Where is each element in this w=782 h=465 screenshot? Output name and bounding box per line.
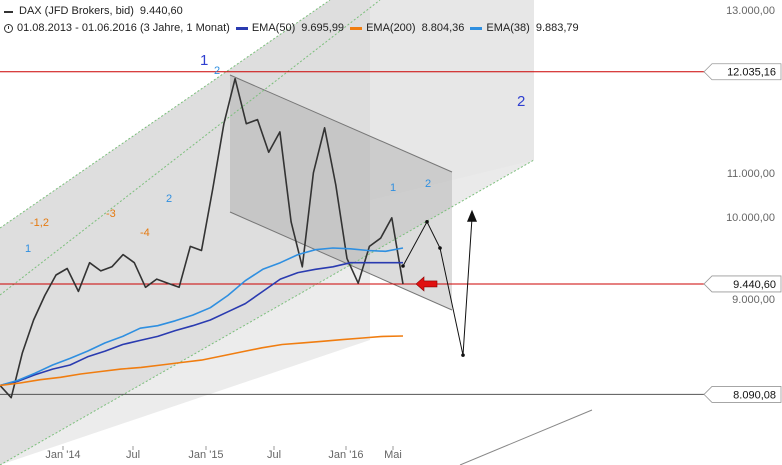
ema38-swatch: [470, 27, 483, 30]
chart-series: [0, 77, 477, 399]
x-tick-label-4: Jan '16: [328, 449, 363, 461]
ema50-label: EMA(50): [251, 22, 296, 34]
ema200-label: EMA(200): [366, 22, 416, 34]
down-channel-upper: [229, 74, 453, 173]
price-tag-1: 9.440,60: [733, 279, 776, 291]
wave-label-small-1: 1: [25, 243, 31, 255]
wave-label-small-0: 2: [214, 65, 220, 77]
series-line-3: [0, 335, 404, 387]
ema38-label: EMA(38): [486, 22, 530, 34]
legend-title-row: DAX (JFD Brokers, bid) 9.440,60: [4, 3, 579, 20]
red-arrow-marker: [415, 276, 438, 292]
series-dash-icon: [4, 10, 13, 13]
forecast-arrow-head: [467, 209, 477, 222]
x-tick-label-3: Jul: [267, 449, 281, 461]
price-tag-box-1: [703, 275, 782, 293]
last-price: 9.440,60: [139, 5, 183, 17]
chart-gridlines: [0, 71, 712, 395]
forecast-node-1: [425, 220, 429, 224]
y-tick-label-1: 11.000,00: [727, 168, 775, 180]
down-channel-lower: [229, 211, 453, 311]
wave-label-orange-0: -1,2: [30, 217, 49, 229]
forecast-node-2: [438, 246, 442, 250]
date-range: 01.08.2013 - 01.06.2016 (3 Jahre, 1 Mona…: [17, 22, 230, 34]
trend-channel-background: [0, 0, 593, 465]
instrument-name: DAX (JFD Brokers, bid): [19, 5, 134, 17]
wave-label-large-1: 2: [517, 93, 525, 110]
wave-label-small-3: 1: [390, 182, 396, 194]
clock-icon: [4, 24, 13, 33]
x-tick-label-1: Jul: [126, 449, 140, 461]
channel-mid-line: [0, 0, 381, 296]
time-axis: Jan '14 Jul Jan '15 Jul Jan '16 Mai: [45, 446, 402, 461]
ema38-value: 9.883,79: [535, 22, 579, 34]
ema200-swatch: [350, 27, 363, 30]
ema200-value: 8.804,36: [421, 22, 465, 34]
y-tick-label-3: 9.000,00: [732, 294, 775, 306]
wave-label-large-0: 1: [200, 52, 208, 69]
price-tag-box-2: [703, 386, 782, 403]
y-tick-label-2: 10.000,00: [726, 212, 775, 224]
price-axis: 13.000,0011.000,0010.000,009.000,008.000…: [703, 5, 782, 403]
wave-label-small-4: 2: [425, 178, 431, 190]
forecast-node-0: [401, 264, 405, 268]
series-line-0: [0, 77, 404, 399]
price-tag-box-0: [703, 63, 782, 81]
wave-label-orange-2: -4: [140, 227, 150, 239]
chart-legend: DAX (JFD Brokers, bid) 9.440,60 01.08.20…: [4, 3, 579, 37]
series-line-1: [0, 261, 403, 387]
series-line-2: [0, 247, 404, 387]
price-tag-0: 12.035,16: [727, 67, 776, 79]
y-tick-label-0: 13.000,00: [726, 5, 775, 17]
forecast-node-3: [461, 353, 465, 357]
down-channel-box: [230, 75, 452, 310]
ema50-value: 9.695,99: [301, 22, 345, 34]
legend-indicators-row: 01.08.2013 - 01.06.2016 (3 Jahre, 1 Mona…: [4, 20, 579, 37]
x-tick-label-0: Jan '14: [45, 449, 80, 461]
x-tick-label-2: Jan '15: [188, 449, 223, 461]
channel-top-line: [0, 0, 331, 229]
projection-box: [370, 0, 534, 200]
channel-bottom-line: [0, 159, 535, 465]
ema50-swatch: [235, 27, 248, 30]
wave-label-small-2: 2: [166, 193, 172, 205]
x-tick-label-5: Mai: [384, 449, 402, 461]
lower-trend-line: [459, 409, 593, 465]
price-tag-2: 8.090,08: [733, 389, 776, 401]
wave-label-orange-1: -3: [106, 208, 116, 220]
